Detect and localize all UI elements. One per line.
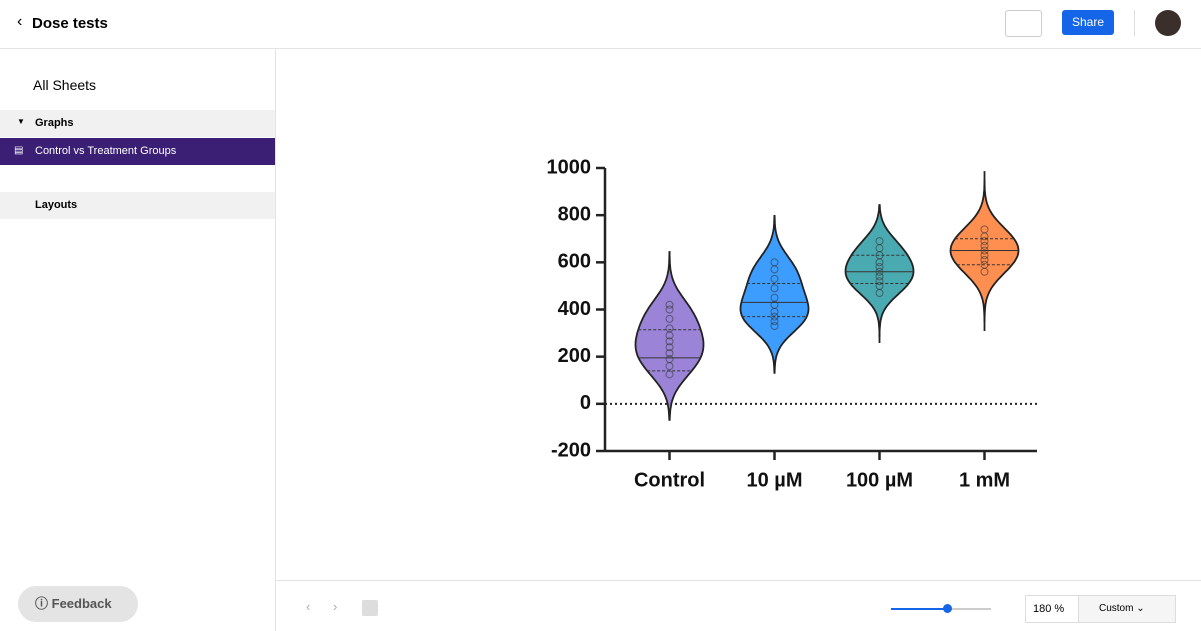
data-point — [980, 241, 989, 250]
data-point — [665, 324, 674, 333]
x-tick-label: 10 µM — [747, 469, 803, 491]
prev-button[interactable]: ‹ — [306, 599, 311, 614]
bottom-toolbar: ‹ › 180 % Custom ⌄ — [276, 580, 1201, 631]
x-tick-label: 100 µM — [846, 469, 913, 491]
data-point — [665, 370, 674, 379]
data-point — [980, 255, 989, 264]
graphs-heading: Graphs — [35, 117, 74, 129]
zoom-value: 180 — [1033, 603, 1052, 615]
data-point — [980, 251, 989, 260]
doc-title: Dose tests — [32, 15, 108, 32]
layouts-heading: Layouts — [35, 199, 78, 211]
all-sheets[interactable]: All Sheets — [33, 77, 97, 93]
data-point — [665, 337, 674, 346]
next-button[interactable]: › — [333, 599, 338, 614]
comment-button[interactable] — [1005, 10, 1042, 37]
data-point — [770, 293, 779, 302]
zoom-mode-label: Custom — [1099, 603, 1134, 614]
data-point — [770, 322, 779, 331]
graphs-section[interactable]: ▼ Graphs — [0, 110, 275, 137]
sidebar: All Sheets ▼ Graphs ▤ Control vs Treatme… — [0, 49, 276, 631]
zoom-input[interactable]: 180 % — [1025, 595, 1079, 623]
violin — [844, 204, 915, 343]
x-tick-label: 1 mM — [959, 469, 1010, 491]
zoom-mode[interactable]: Custom ⌄ — [1078, 595, 1176, 623]
data-point — [665, 343, 674, 352]
data-point — [875, 267, 884, 276]
data-point — [770, 317, 779, 326]
header: ‹ Dose tests Share — [0, 0, 1201, 49]
y-tick-label: 600 — [558, 251, 591, 273]
zoom-unit: % — [1054, 603, 1065, 615]
data-point — [665, 355, 674, 364]
data-point — [875, 281, 884, 290]
data-point — [665, 300, 674, 309]
y-tick-label: -200 — [551, 439, 591, 461]
back-button[interactable]: ‹ — [17, 13, 23, 30]
chart: -200 0 200 400 600 800 1000 Control 10 µM 100 µM 1… — [547, 156, 1037, 491]
zoom-slider[interactable] — [891, 604, 991, 613]
violin — [949, 171, 1020, 331]
data-point — [875, 277, 884, 286]
layouts-section[interactable]: Layouts — [0, 192, 275, 219]
data-point — [770, 312, 779, 321]
data-point — [980, 246, 989, 255]
violin — [634, 251, 705, 421]
data-point — [980, 260, 989, 269]
y-tick-label: 800 — [558, 203, 591, 225]
data-point — [770, 258, 779, 267]
avatar[interactable] — [1155, 10, 1181, 36]
y-tick-label: 0 — [580, 392, 591, 414]
page-icon[interactable] — [362, 600, 378, 616]
x-tick-label: Control — [634, 469, 705, 491]
share-button[interactable]: Share — [1062, 10, 1114, 35]
data-point — [665, 349, 674, 358]
feedback-label: Feedback — [51, 596, 112, 611]
data-point — [875, 272, 884, 281]
data-point — [980, 237, 989, 246]
y-tick-label: 400 — [558, 298, 591, 320]
data-point — [665, 314, 674, 323]
graph-item-label: Control vs Treatment Groups — [35, 145, 177, 157]
graph-item[interactable]: ▤ Control vs Treatment Groups — [0, 138, 275, 165]
data-point — [770, 274, 779, 283]
data-point — [980, 225, 989, 234]
data-point — [875, 237, 884, 246]
data-point — [770, 284, 779, 293]
data-point — [875, 263, 884, 272]
y-tick-label: 200 — [558, 345, 591, 367]
y-tick-label: 1000 — [547, 156, 592, 178]
feedback-button[interactable]: ⓘ Feedback — [18, 586, 138, 622]
data-point — [665, 305, 674, 314]
